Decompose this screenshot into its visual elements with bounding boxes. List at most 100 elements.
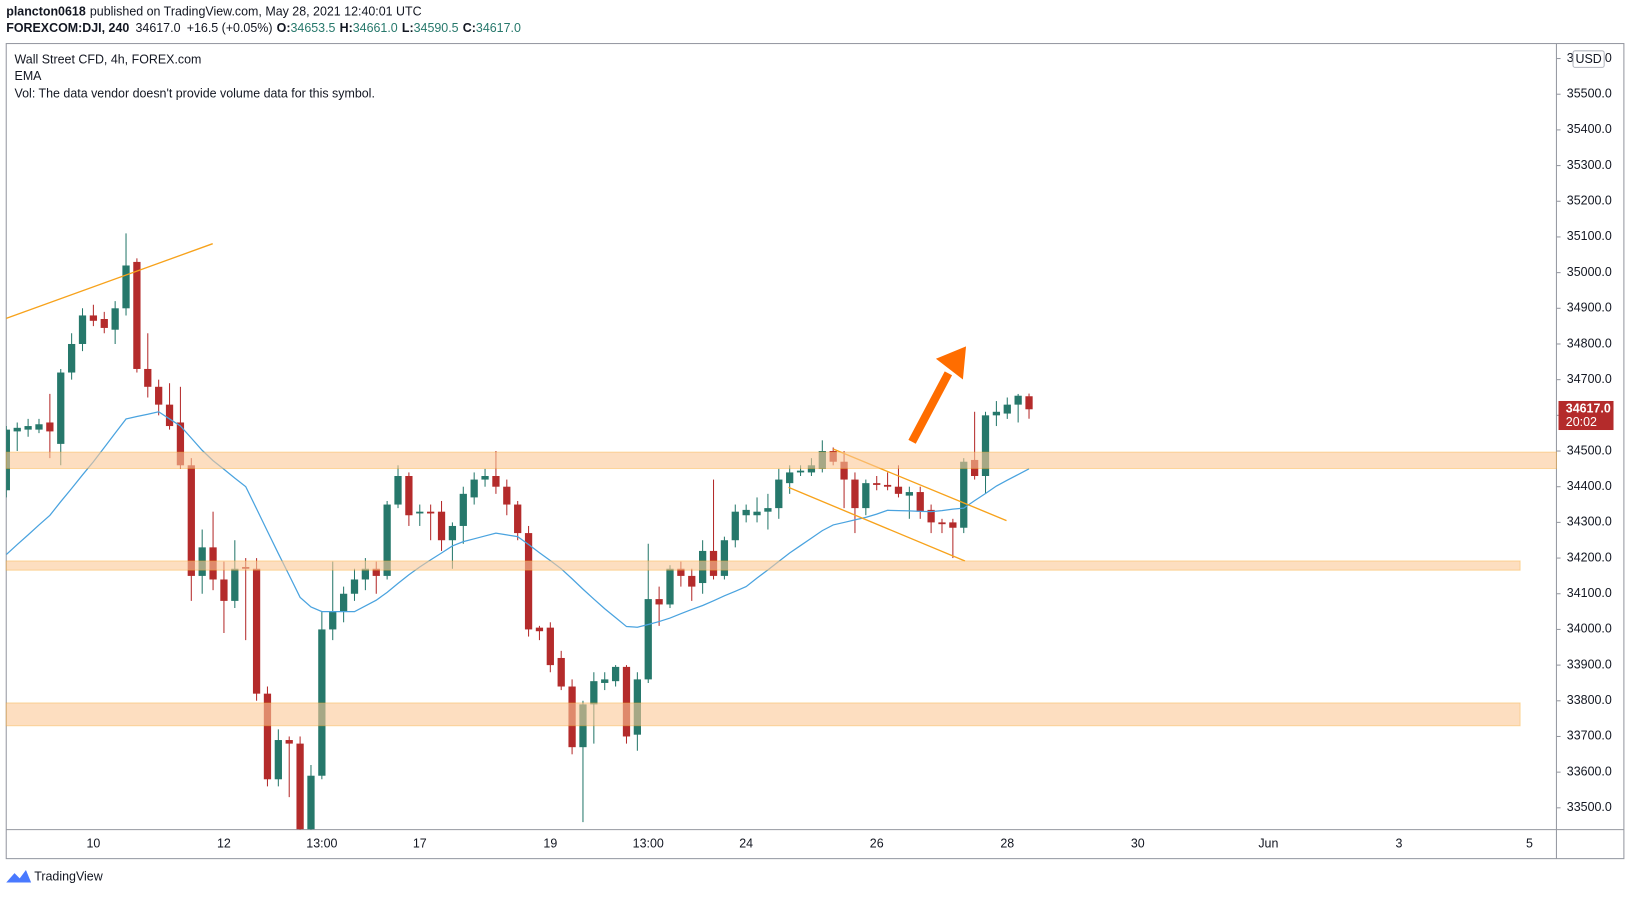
candle-body: [361, 568, 370, 580]
candle-body: [666, 568, 674, 605]
header-line-2: FOREXCOM:DJI, 240 34617.0 +16.5 (+0.05%) O:…: [6, 21, 521, 35]
y-tick-label: 35000.0: [1567, 265, 1612, 279]
price-zone: [5, 702, 1521, 727]
candle-body: [24, 426, 32, 430]
price-tag-countdown: 20:02: [1566, 415, 1597, 429]
candle-body: [764, 508, 772, 512]
candle-body: [67, 343, 76, 373]
candle-body: [274, 740, 282, 780]
candle-body: [427, 511, 435, 514]
candle-body: [503, 486, 511, 505]
candle-body: [981, 415, 990, 477]
x-tick-label: 19: [543, 836, 557, 850]
legend-indicator: EMA: [15, 69, 43, 83]
drawings: [6, 243, 1007, 562]
footer-logo: [6, 870, 32, 883]
x-tick-label: 13:00: [306, 836, 337, 850]
candle-body: [1003, 404, 1011, 414]
y-tick-label: 35400.0: [1567, 122, 1612, 136]
candle-body: [894, 486, 903, 494]
logo-icon: [6, 870, 32, 883]
candle-body: [329, 611, 337, 630]
x-tick-label: 24: [739, 836, 753, 850]
channel-line: [788, 486, 966, 562]
candle-body: [916, 492, 924, 512]
candle-body: [753, 511, 761, 516]
open-value: 34653.5: [290, 21, 335, 35]
candle-body: [731, 511, 739, 541]
x-tick-label: 28: [1000, 836, 1014, 850]
candle-body: [590, 681, 598, 705]
candle-body: [285, 740, 293, 744]
y-tick-label: 34500.0: [1567, 443, 1612, 457]
candle-body: [263, 693, 272, 780]
candle-body: [437, 511, 446, 541]
candle-body: [57, 372, 65, 444]
published: published on TradingView.com, May 28, 20…: [90, 5, 422, 19]
candle-body: [78, 315, 87, 344]
candle-body: [350, 579, 359, 594]
low-label: L:: [402, 21, 414, 35]
price-tag-value: 34617.0: [1566, 402, 1611, 416]
x-tick-label: 17: [413, 836, 427, 850]
candle-body: [622, 666, 631, 737]
open-label: O:: [277, 21, 291, 35]
ema-line: [6, 411, 1030, 628]
candle-body: [416, 511, 424, 514]
candle-body: [448, 525, 457, 541]
candle-body: [100, 319, 108, 328]
high-value: 34661.0: [353, 21, 398, 35]
candle-body: [133, 261, 141, 369]
currency: USD: [1575, 52, 1601, 66]
candle-body: [296, 743, 304, 830]
candle-body: [394, 476, 402, 505]
candle-body: [89, 315, 98, 321]
arrow-shaft: [908, 371, 953, 444]
footer-brand: TradingView: [34, 870, 103, 884]
candle-body: [144, 368, 152, 387]
candle-body: [524, 533, 533, 630]
x-tick-label: 13:00: [633, 836, 664, 850]
candle-body: [231, 568, 239, 601]
y-tick-label: 33800.0: [1567, 693, 1612, 707]
close-value: 34617.0: [476, 21, 521, 35]
candle-body: [720, 540, 729, 576]
candle-body: [13, 427, 21, 432]
y-tick-label: 33500.0: [1567, 800, 1612, 814]
candle-body: [492, 476, 500, 487]
y-tick-label: 33700.0: [1567, 729, 1612, 743]
candle-body: [557, 657, 565, 687]
y-tick-label: 34800.0: [1567, 336, 1612, 350]
candle-body: [677, 568, 685, 576]
candle-body: [851, 479, 859, 509]
candle-body: [786, 472, 794, 484]
candle-body: [546, 627, 554, 666]
candle-body: [187, 465, 195, 576]
candle-body: [514, 504, 522, 534]
x-tick-label: 26: [870, 836, 884, 850]
candle-body: [905, 492, 913, 496]
author: plancton0618: [6, 5, 86, 19]
candle-body: [220, 579, 228, 601]
candle-body: [579, 704, 587, 748]
price-zone: [5, 560, 1521, 571]
y-tick-label: 35100.0: [1567, 229, 1612, 243]
close-label: C:: [463, 21, 476, 35]
y-tick-label: 34900.0: [1567, 301, 1612, 315]
y-tick-label: 34700.0: [1567, 372, 1612, 386]
candle-body: [862, 483, 870, 509]
x-tick-label: Jun: [1258, 836, 1278, 850]
candle-body: [459, 493, 467, 526]
candle-body: [372, 568, 380, 576]
candle-body: [176, 422, 185, 466]
legend-title: Wall Street CFD, 4h, FOREX.com: [15, 52, 202, 66]
x-tick-label: 10: [86, 836, 100, 850]
legend-volume: Vol: The data vendor doesn't provide vol…: [15, 87, 375, 101]
candle-body: [883, 484, 892, 487]
y-tick-label: 35300.0: [1567, 158, 1612, 172]
change: +16.5 (+0.05%): [187, 21, 273, 35]
candle-body: [35, 424, 43, 430]
candle-body: [1014, 395, 1022, 405]
candle-body: [796, 470, 805, 473]
